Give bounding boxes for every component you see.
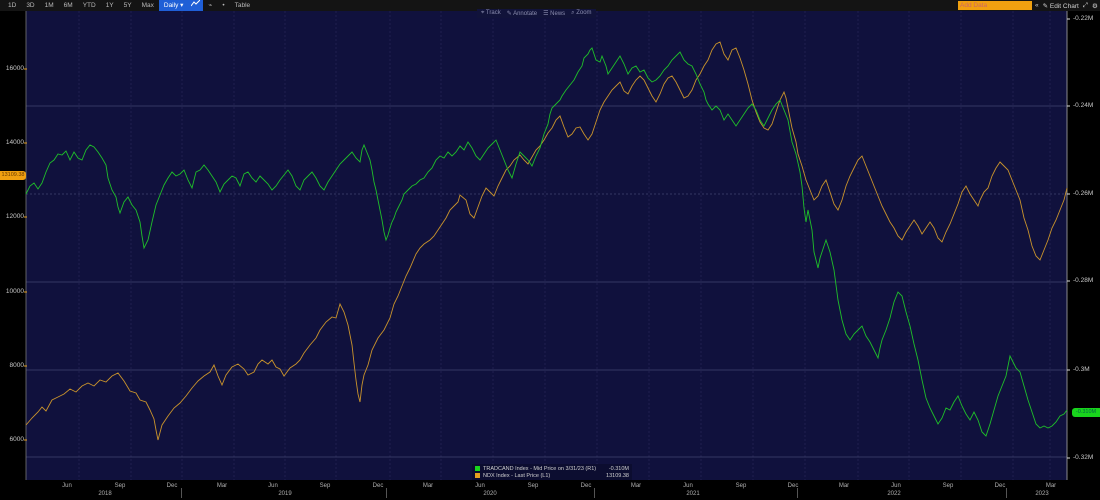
frequency-dropdown[interactable]: Daily ▾ — [158, 0, 189, 11]
edit-chart-button[interactable]: ✎ Edit Chart — [1042, 2, 1079, 10]
range-3d-button[interactable]: 3D — [26, 2, 35, 9]
range-selector: 1D 3D 1M 6M YTD 1Y 5Y Max Daily ▾ ⌁ • Ta… — [0, 0, 255, 11]
left-axis-label: 14000 — [5, 139, 24, 146]
left-axis-label: 6000 — [9, 436, 24, 443]
x-axis-year-label: 2019 — [278, 491, 292, 497]
left-axis-label: 8000 — [9, 362, 24, 369]
x-axis-month-label: Dec — [372, 483, 384, 489]
legend-item-ndx[interactable]: NDX Index - Last Price (L1) 13109.38 — [475, 472, 629, 479]
x-axis-month-label: Sep — [114, 483, 126, 489]
left-axis-label: 10000 — [5, 288, 24, 295]
vertical-gridlines — [78, 11, 1051, 480]
range-6m-button[interactable]: 6M — [63, 2, 73, 9]
year-divider — [386, 488, 387, 498]
x-axis-month-label: Sep — [527, 483, 539, 489]
right-axis-label: -0.24M — [1073, 102, 1094, 109]
legend-value: -0.310M — [608, 465, 629, 472]
chart-style-icon[interactable]: ⌁ — [208, 2, 213, 9]
x-axis-month-label: Dec — [580, 483, 592, 489]
legend-swatch-orange — [475, 473, 480, 478]
ndx-last-value-badge: 13109.38 — [0, 171, 26, 180]
x-axis-year-label: 2022 — [887, 491, 901, 497]
x-axis-month-label: Mar — [630, 483, 642, 489]
chart-legend: TRADCAND Index - Mid Price on 3/31/23 (R… — [472, 464, 632, 480]
tradcand-series-line — [25, 47, 1068, 437]
year-divider — [181, 488, 182, 498]
gear-icon[interactable]: ⚙ — [1092, 2, 1098, 10]
x-axis-month-label: Jun — [891, 483, 901, 489]
legend-value: 13109.38 — [606, 472, 629, 479]
right-axis-label: -0.32M — [1073, 454, 1094, 461]
legend-swatch-green — [475, 466, 480, 471]
year-divider — [797, 488, 798, 498]
plot-area[interactable] — [26, 11, 1067, 480]
chart-actions: « ✎ Edit Chart ⤢ ⚙ — [1035, 0, 1098, 11]
right-axis-label: -0.28M — [1073, 277, 1094, 284]
range-1y-button[interactable]: 1Y — [105, 2, 114, 9]
annotate-button[interactable]: ✎ Annotate — [506, 11, 538, 17]
x-axis-month-label: Jun — [683, 483, 693, 489]
add-data-input[interactable]: Add Data — [958, 1, 1032, 10]
x-axis-year-label: 2020 — [483, 491, 497, 497]
x-axis-year-label: 2021 — [686, 491, 700, 497]
table-button[interactable]: Table — [234, 2, 251, 9]
edit-chart-label: Edit Chart — [1049, 2, 1079, 10]
chevron-down-icon: ▾ — [180, 2, 184, 9]
legend-item-tradcand[interactable]: TRADCAND Index - Mid Price on 3/31/23 (R… — [475, 465, 629, 472]
year-divider — [594, 488, 595, 498]
x-axis-year-label: 2018 — [98, 491, 112, 497]
x-axis-month-label: Mar — [1045, 483, 1057, 489]
x-axis-month-label: Dec — [166, 483, 178, 489]
x-axis-month-label: Jun — [475, 483, 485, 489]
range-1m-button[interactable]: 1M — [44, 2, 54, 9]
range-5y-button[interactable]: 5Y — [123, 2, 132, 9]
expand-icon[interactable]: ⤢ — [1082, 1, 1088, 9]
tradcand-last-value-badge: -0.310M — [1072, 408, 1100, 417]
right-axis-label: -0.26M — [1073, 190, 1094, 197]
x-axis-month-label: Mar — [838, 483, 850, 489]
collapse-icon[interactable]: « — [1035, 2, 1039, 9]
frequency-label: Daily — [163, 2, 179, 9]
range-max-button[interactable]: Max — [141, 2, 154, 9]
zoom-button[interactable]: ⌕ Zoom — [571, 10, 592, 16]
x-axis-month-label: Jun — [268, 483, 278, 489]
legend-label: TRADCAND Index - Mid Price on 3/31/23 (R… — [483, 465, 597, 472]
left-axis-label: 12000 — [5, 213, 24, 220]
left-axis-label: 16000 — [5, 65, 24, 72]
x-axis-month-label: Dec — [994, 483, 1006, 489]
right-axis-label: -0.22M — [1073, 15, 1094, 22]
x-axis-month-label: Dec — [787, 483, 799, 489]
range-ytd-button[interactable]: YTD — [82, 2, 96, 9]
right-axis-ticks — [1067, 18, 1070, 459]
x-axis-month-label: Mar — [422, 483, 434, 489]
x-axis-month-label: Jun — [62, 483, 72, 489]
x-axis-month-label: Sep — [319, 483, 331, 489]
news-button[interactable]: ☰ News — [543, 11, 566, 17]
year-divider — [1006, 488, 1007, 498]
horizontal-gridlines — [26, 105, 1067, 458]
right-axis-label: -0.3M — [1073, 366, 1090, 373]
legend-label: NDX Index - Last Price (L1) — [483, 472, 551, 479]
left-axis-ticks — [24, 68, 27, 441]
chart-toolbar: 1D 3D 1M 6M YTD 1Y 5Y Max Daily ▾ ⌁ • Ta… — [0, 0, 1100, 11]
dot-separator-icon: • — [222, 2, 225, 9]
x-axis-month-label: Sep — [942, 483, 954, 489]
ndx-series-line — [25, 41, 1068, 441]
x-axis-year-label: 2023 — [1035, 491, 1049, 497]
line-chart-icon[interactable] — [188, 0, 204, 11]
x-axis-month-label: Sep — [735, 483, 747, 489]
range-1d-button[interactable]: 1D — [8, 2, 17, 9]
track-button[interactable]: ⌖ Track — [481, 10, 501, 16]
chart-tools-bar: ⌖ Track ✎ Annotate ☰ News ⌕ Zoom — [477, 9, 596, 18]
x-axis-month-label: Mar — [216, 483, 228, 489]
